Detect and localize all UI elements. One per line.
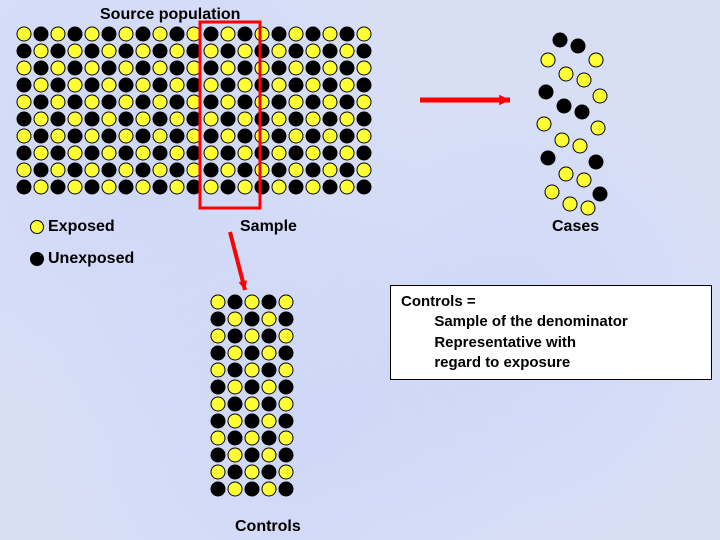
exposed-label: Exposed xyxy=(48,218,115,236)
diagram-svg xyxy=(0,0,720,540)
controls-description-box: Controls = Sample of the denominator Rep… xyxy=(390,285,712,380)
unexposed-label: Unexposed xyxy=(48,250,134,268)
controls-label: Controls xyxy=(235,518,301,536)
title-label: Source population xyxy=(100,6,240,24)
legend-unexposed-dot xyxy=(30,252,44,266)
sample-label: Sample xyxy=(240,218,297,236)
cases-label: Cases xyxy=(552,218,599,236)
legend-exposed-dot xyxy=(30,220,44,234)
